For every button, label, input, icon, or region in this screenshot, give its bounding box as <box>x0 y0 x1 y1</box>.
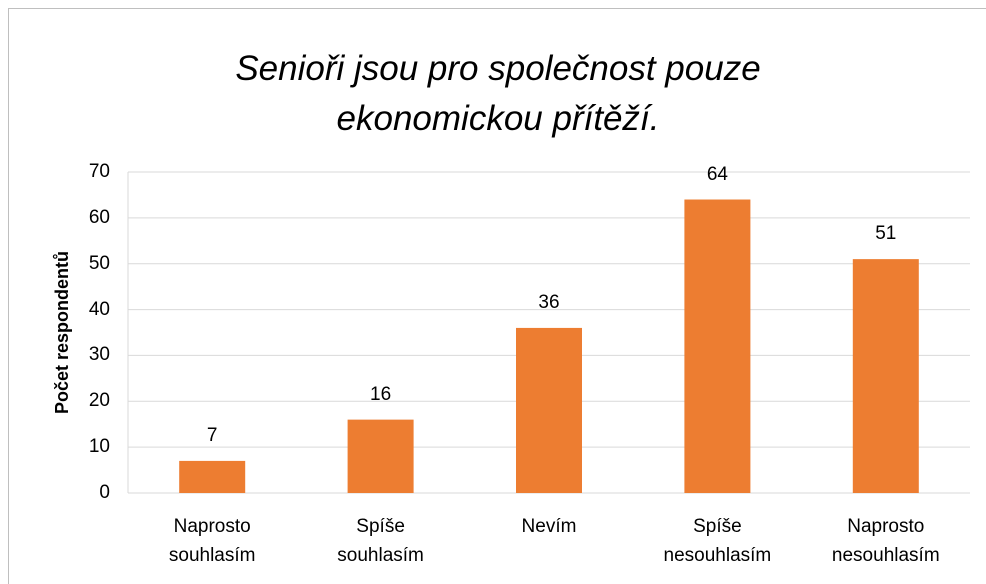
bar <box>347 419 414 493</box>
y-tick-label: 30 <box>88 344 110 366</box>
y-axis-label: Počet respondentů <box>51 250 72 415</box>
data-label: 36 <box>538 291 560 313</box>
x-tick-label: Naprosto nesouhlasím <box>831 516 940 566</box>
x-tick-label: Naprosto souhlasím <box>168 516 256 566</box>
data-label: 16 <box>370 383 392 405</box>
y-tick-label: 0 <box>99 482 110 503</box>
y-tick-label: 40 <box>88 298 110 320</box>
y-tick-label: 10 <box>88 436 110 458</box>
chart-title: Senioři jsou pro společnost pouze ekonom… <box>235 49 761 138</box>
bar <box>179 460 246 493</box>
y-tick-label: 20 <box>88 390 110 412</box>
y-tick-label: 50 <box>88 252 110 274</box>
x-tick-label: Spíše souhlasím <box>337 516 424 566</box>
bar <box>684 199 751 493</box>
y-tick-label: 70 <box>88 161 110 182</box>
x-tick-label: Spíše nesouhlasím <box>663 516 772 566</box>
bar <box>852 259 919 493</box>
data-label: 7 <box>206 424 218 446</box>
data-label: 51 <box>875 223 897 245</box>
y-tick-label: 60 <box>88 206 110 228</box>
x-tick-label: Nevím <box>521 516 577 537</box>
bar <box>516 327 582 493</box>
chart-border <box>8 8 986 584</box>
data-label: 64 <box>706 163 728 185</box>
